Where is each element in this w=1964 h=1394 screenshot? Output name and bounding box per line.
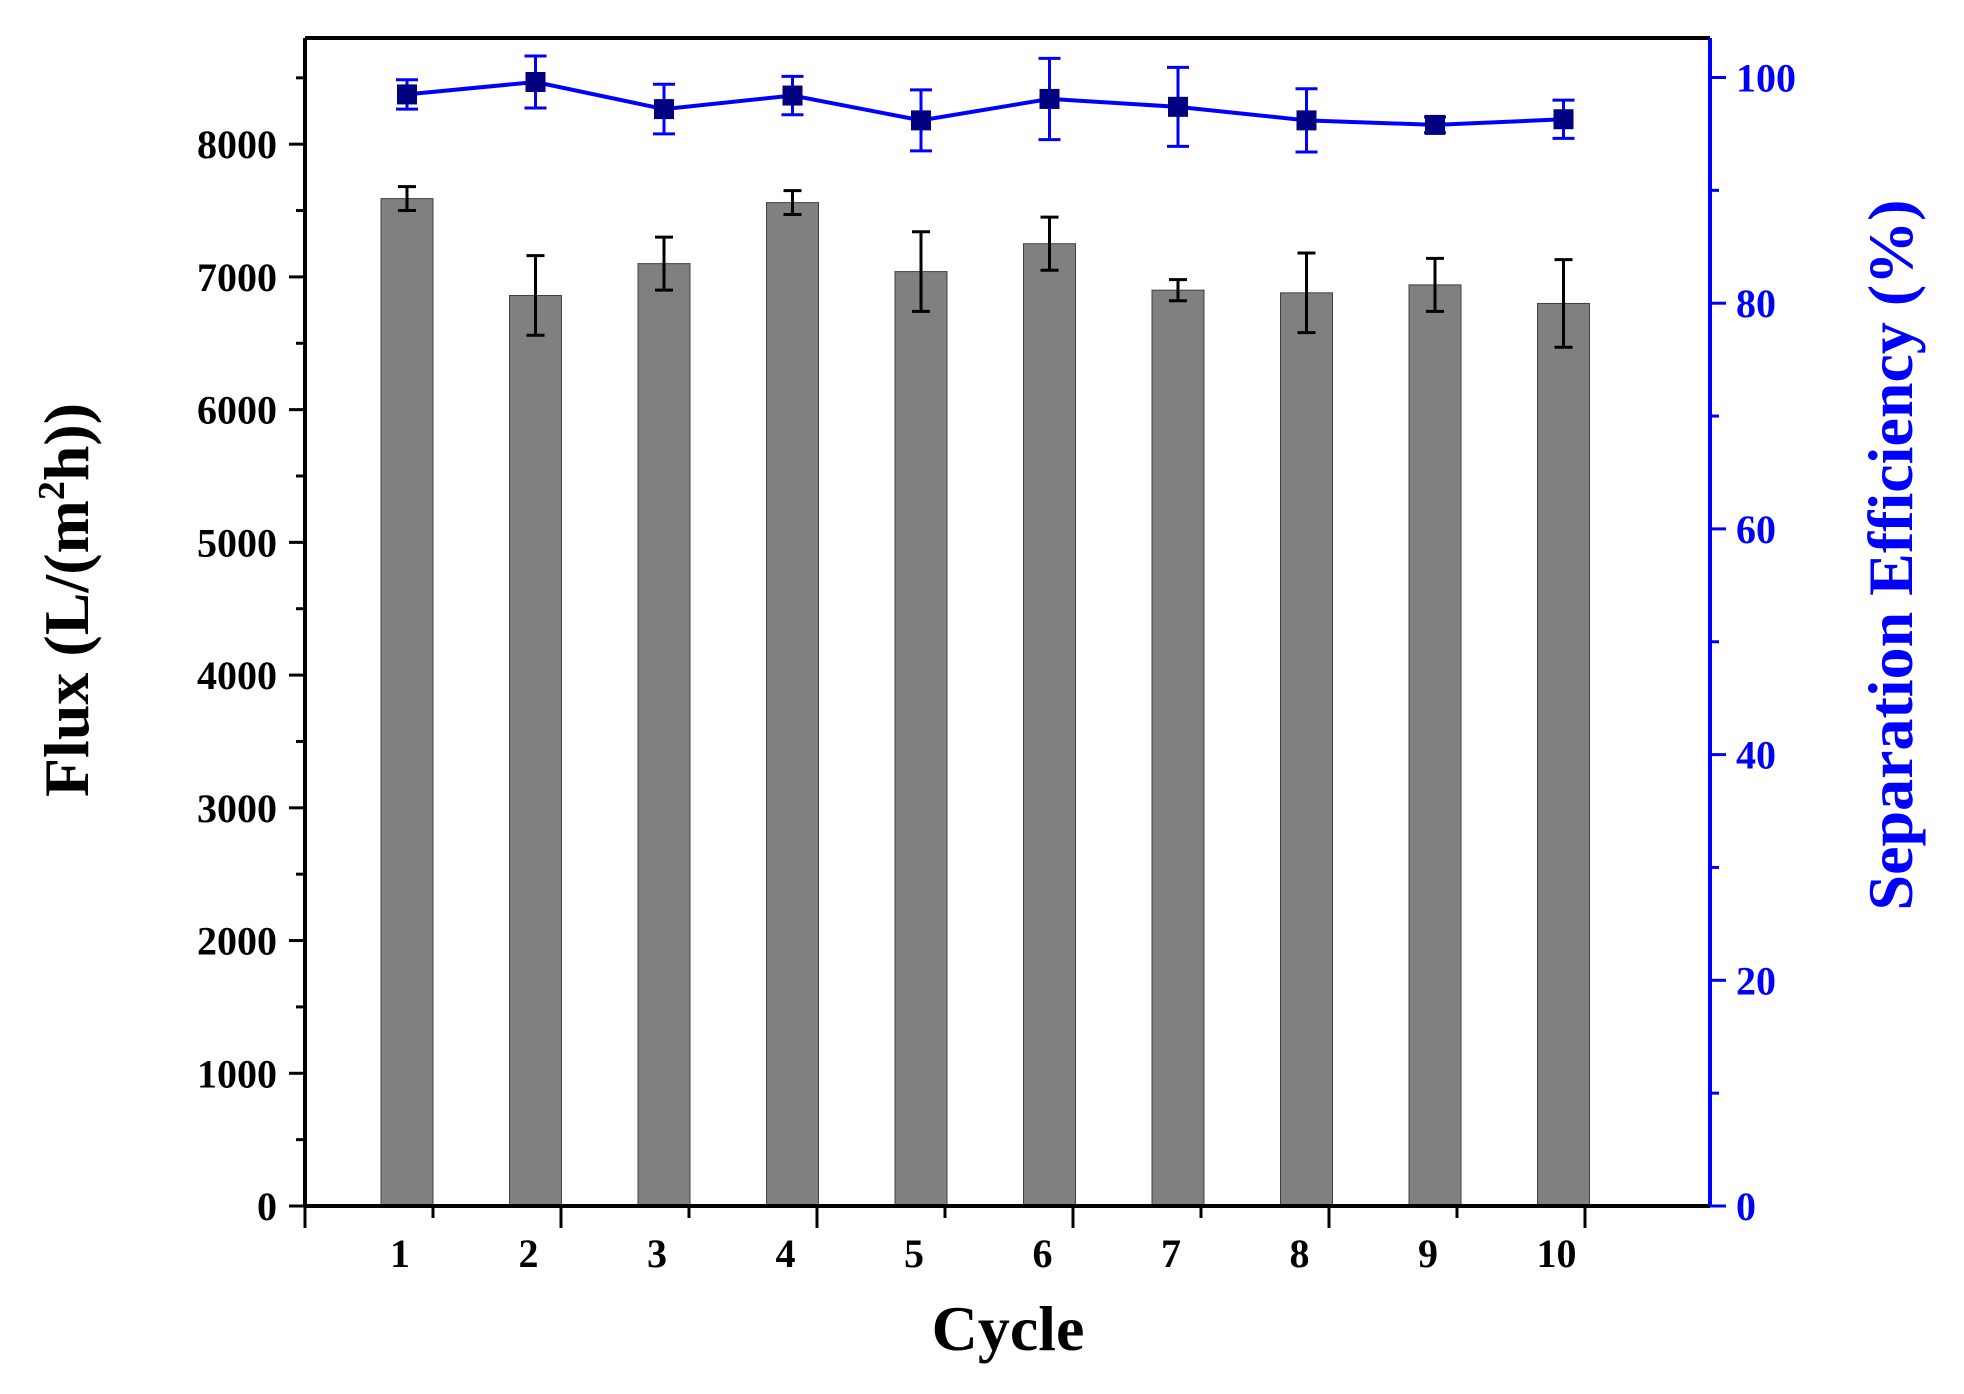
tick-labels: 0 1000 2000 3000 4000 5000 6000 7000 8000 0 20 40 60… (197, 55, 1796, 1276)
y-tick-label: 1000 (197, 1051, 277, 1096)
separation-efficiency-series (396, 54, 1575, 154)
y-axis-title-sup: 2 (31, 481, 73, 500)
y-tick-label: 8000 (197, 122, 277, 167)
y-axis-title-end: h)) (31, 403, 102, 481)
y2-tick-label: 60 (1736, 507, 1776, 552)
efficiency-point-7 (1168, 96, 1188, 117)
efficiency-point-2 (525, 72, 546, 93)
y2-tick-label: 80 (1736, 281, 1776, 326)
x-tick-label: 7 (1161, 1231, 1181, 1276)
efficiency-point-5 (911, 110, 931, 131)
x-tick-label: 8 (1290, 1231, 1310, 1276)
bar-cycle-5 (894, 271, 948, 1207)
y-tick-label: 0 (257, 1184, 277, 1229)
y-tick-label: 3000 (197, 786, 277, 831)
bar-cycle-9 (1408, 284, 1462, 1207)
x-tick-label: 10 (1537, 1231, 1577, 1276)
bar-cycle-4 (766, 202, 819, 1207)
efficiency-point-3 (654, 99, 674, 120)
efficiency-point-8 (1296, 110, 1317, 131)
y2-tick-label: 0 (1736, 1184, 1756, 1229)
efficiency-point-4 (782, 85, 803, 106)
x-tick-label: 5 (904, 1231, 924, 1276)
efficiency-line (406, 79, 1564, 127)
efficiency-point-9 (1425, 114, 1445, 135)
x-tick-label: 3 (647, 1231, 667, 1276)
efficiency-point-1 (397, 84, 417, 105)
bar-cycle-6 (1023, 243, 1076, 1207)
y2-axis-title: Separation Efficiency (%) (1855, 200, 1926, 911)
bar-cycle-8 (1280, 292, 1333, 1207)
bar-cycle-1 (380, 198, 434, 1207)
x-tick-label: 9 (1418, 1231, 1438, 1276)
y-axis-title: Flux (L/(m2h)) (31, 403, 102, 797)
flux-bars (380, 185, 1590, 1207)
efficiency-point-6 (1039, 88, 1060, 109)
y2-tick-label: 40 (1736, 733, 1776, 778)
x-tick-label: 1 (390, 1231, 410, 1276)
efficiency-point-10 (1553, 109, 1574, 130)
y2-tick-label: 100 (1736, 55, 1796, 100)
y-tick-label: 5000 (197, 520, 277, 565)
bar-cycle-10 (1537, 302, 1590, 1207)
axes (289, 36, 1726, 1228)
y2-tick-label: 20 (1736, 958, 1776, 1003)
bar-cycle-3 (637, 263, 691, 1207)
x-tick-label: 4 (776, 1231, 796, 1276)
y-tick-label: 4000 (197, 653, 277, 698)
x-tick-label: 2 (519, 1231, 539, 1276)
y-axis-title-main: Flux (L/(m (31, 500, 102, 797)
bar-cycle-7 (1151, 289, 1205, 1207)
y-tick-label: 7000 (197, 255, 277, 300)
x-tick-label: 6 (1033, 1231, 1053, 1276)
y-tick-label: 2000 (197, 919, 277, 964)
y-tick-label: 6000 (197, 388, 277, 433)
bar-cycle-2 (509, 294, 562, 1207)
x-axis-title: Cycle (932, 1293, 1085, 1364)
